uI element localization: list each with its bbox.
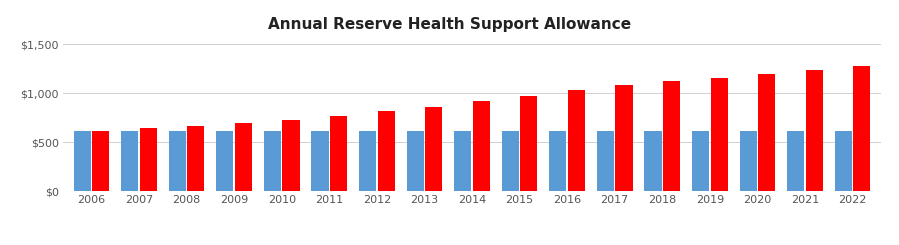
Bar bbox=[740, 131, 757, 191]
Bar bbox=[425, 107, 442, 191]
Bar bbox=[330, 116, 347, 191]
Bar bbox=[663, 81, 680, 191]
Bar bbox=[169, 131, 186, 191]
Bar bbox=[235, 123, 252, 191]
Bar bbox=[282, 120, 299, 191]
Bar bbox=[74, 131, 91, 191]
Bar bbox=[788, 131, 805, 191]
Bar bbox=[568, 90, 585, 191]
Bar bbox=[521, 96, 538, 191]
Bar bbox=[121, 131, 138, 191]
Bar bbox=[597, 131, 614, 191]
Bar bbox=[454, 131, 471, 191]
Bar bbox=[549, 131, 566, 191]
Bar bbox=[473, 101, 490, 191]
Bar bbox=[406, 131, 423, 191]
Bar bbox=[359, 131, 376, 191]
Bar bbox=[187, 126, 204, 191]
Bar bbox=[93, 131, 110, 191]
Bar bbox=[139, 128, 156, 191]
Bar bbox=[616, 85, 633, 191]
Bar bbox=[692, 131, 709, 191]
Bar bbox=[645, 131, 662, 191]
Bar bbox=[311, 131, 328, 191]
Bar bbox=[853, 66, 870, 191]
Bar bbox=[806, 70, 823, 191]
Bar bbox=[264, 131, 281, 191]
Bar bbox=[502, 131, 519, 191]
Bar bbox=[834, 131, 851, 191]
Bar bbox=[710, 78, 727, 191]
Bar bbox=[217, 131, 234, 191]
Text: Annual Reserve Health Support Allowance: Annual Reserve Health Support Allowance bbox=[268, 17, 631, 32]
Bar bbox=[378, 111, 395, 191]
Bar bbox=[758, 74, 775, 191]
